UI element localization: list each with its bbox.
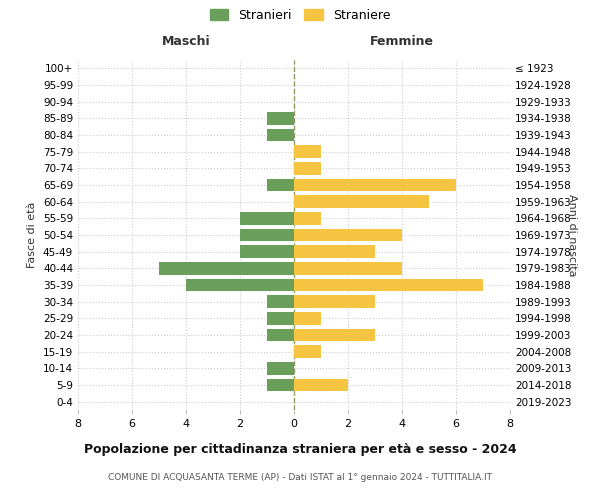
Bar <box>267 329 294 341</box>
Legend: Stranieri, Straniere: Stranieri, Straniere <box>209 8 391 22</box>
Bar <box>240 229 294 241</box>
Y-axis label: Fasce di età: Fasce di età <box>28 202 37 268</box>
Bar <box>267 379 294 391</box>
Bar <box>240 212 294 224</box>
Bar <box>294 229 402 241</box>
Bar <box>294 279 483 291</box>
Bar <box>267 362 294 374</box>
Bar <box>294 296 375 308</box>
Bar <box>267 179 294 192</box>
Bar <box>294 196 429 208</box>
Bar <box>267 296 294 308</box>
Bar <box>294 212 321 224</box>
Bar <box>240 246 294 258</box>
Bar <box>294 379 348 391</box>
Y-axis label: Anni di nascita: Anni di nascita <box>567 194 577 276</box>
Text: COMUNE DI ACQUASANTA TERME (AP) - Dati ISTAT al 1° gennaio 2024 - TUTTITALIA.IT: COMUNE DI ACQUASANTA TERME (AP) - Dati I… <box>108 472 492 482</box>
Text: Popolazione per cittadinanza straniera per età e sesso - 2024: Popolazione per cittadinanza straniera p… <box>83 442 517 456</box>
Bar <box>294 329 375 341</box>
Bar <box>159 262 294 274</box>
Bar <box>186 279 294 291</box>
Bar <box>294 246 375 258</box>
Bar <box>267 312 294 324</box>
Text: Femmine: Femmine <box>370 36 434 49</box>
Bar <box>294 346 321 358</box>
Bar <box>294 162 321 174</box>
Bar <box>294 179 456 192</box>
Bar <box>294 262 402 274</box>
Text: Maschi: Maschi <box>161 36 211 49</box>
Bar <box>267 112 294 124</box>
Bar <box>294 146 321 158</box>
Bar <box>267 129 294 141</box>
Bar <box>294 312 321 324</box>
